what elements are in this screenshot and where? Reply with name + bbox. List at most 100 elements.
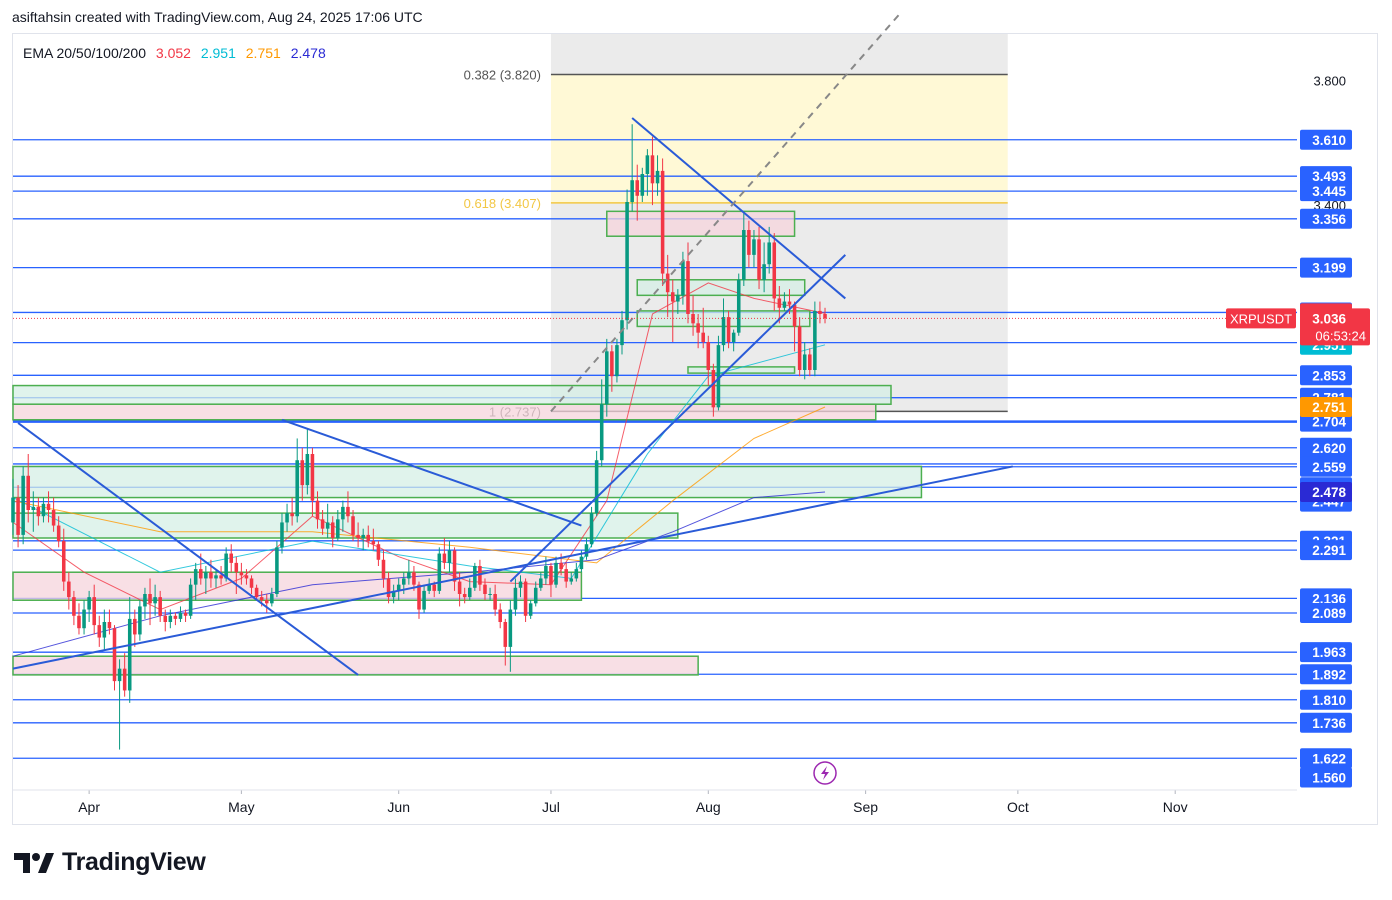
candle-body[interactable] [665, 273, 670, 293]
candle-body[interactable] [148, 594, 152, 604]
candle-body[interactable] [513, 587, 518, 610]
candle-body[interactable] [346, 506, 350, 517]
candle-body[interactable] [376, 544, 381, 560]
candle-body[interactable] [508, 609, 513, 647]
candle-body[interactable] [51, 510, 56, 526]
pink-zone[interactable] [12, 403, 877, 421]
green-zone[interactable] [12, 384, 892, 405]
candle-body[interactable] [442, 553, 447, 563]
candle-body[interactable] [716, 345, 721, 408]
candle-body[interactable] [77, 615, 81, 629]
candle-body[interactable] [320, 519, 325, 529]
candle-body[interactable] [391, 590, 396, 598]
candle-body[interactable] [752, 239, 756, 255]
candle-body[interactable] [417, 584, 421, 610]
candle-body[interactable] [371, 541, 376, 545]
candle-body[interactable] [270, 594, 274, 604]
candle-body[interactable] [599, 404, 604, 461]
candle-body[interactable] [660, 170, 665, 274]
candle-body[interactable] [168, 615, 173, 622]
candle-body[interactable] [549, 566, 553, 585]
candle-body[interactable] [452, 550, 457, 582]
candle-body[interactable] [823, 314, 827, 319]
candle-body[interactable] [102, 622, 107, 638]
candle-body[interactable] [427, 584, 431, 591]
candle-body[interactable] [813, 310, 817, 370]
candle-body[interactable] [655, 170, 660, 184]
candle-body[interactable] [528, 603, 533, 616]
candle-body[interactable] [462, 594, 467, 598]
candle-body[interactable] [625, 202, 629, 321]
candle-body[interactable] [457, 581, 462, 594]
candle-body[interactable] [422, 590, 426, 610]
candle-body[interactable] [36, 506, 41, 517]
candle-body[interactable] [341, 506, 345, 520]
candle-body[interactable] [772, 242, 777, 299]
candle-body[interactable] [539, 578, 543, 588]
candle-body[interactable] [711, 370, 716, 408]
candle-body[interactable] [239, 572, 244, 576]
candle-body[interactable] [163, 615, 168, 622]
candle-body[interactable] [447, 550, 452, 563]
current-price-badge-bg[interactable] [1300, 308, 1370, 346]
candle-body[interactable] [615, 345, 619, 377]
trendlines[interactable] [12, 11, 1013, 676]
candle-body[interactable] [467, 587, 472, 598]
candle-body[interactable] [493, 594, 497, 610]
candle-body[interactable] [209, 572, 213, 579]
candle-body[interactable] [224, 553, 228, 579]
candle-body[interactable] [808, 354, 812, 370]
tradingview-logo[interactable]: TradingView [14, 848, 206, 877]
pink-zone[interactable] [606, 210, 796, 237]
candle-body[interactable] [72, 597, 76, 616]
candle-body[interactable] [26, 475, 31, 510]
candle-body[interactable] [569, 578, 574, 582]
candle-body[interactable] [742, 230, 746, 280]
candle-body[interactable] [229, 553, 234, 563]
candle-body[interactable] [731, 332, 736, 342]
candle-body[interactable] [204, 572, 208, 579]
candle-body[interactable] [310, 454, 315, 501]
candle-body[interactable] [787, 301, 792, 305]
candle-body[interactable] [676, 295, 680, 302]
fib-retracement[interactable]: 0.382 (3.820)0.618 (3.407)1 (2.737) [464, 34, 1008, 419]
trendline[interactable] [281, 418, 582, 527]
candle-body[interactable] [295, 460, 299, 517]
candle-body[interactable] [564, 569, 568, 582]
candle-body[interactable] [366, 534, 371, 542]
candle-body[interactable] [41, 503, 46, 517]
candle-body[interactable] [498, 609, 502, 622]
candle-body[interactable] [610, 351, 614, 377]
candle-body[interactable] [138, 606, 142, 635]
candle-body[interactable] [645, 155, 650, 174]
candle-body[interactable] [518, 581, 523, 588]
candle-body[interactable] [594, 460, 599, 514]
candle-body[interactable] [46, 503, 51, 510]
candle-body[interactable] [153, 597, 157, 604]
candle-body[interactable] [523, 581, 528, 616]
candle-body[interactable] [290, 513, 294, 517]
candle-body[interactable] [670, 292, 675, 302]
candle-body[interactable] [544, 566, 548, 579]
candle-body[interactable] [199, 569, 203, 579]
candle-body[interactable] [757, 239, 761, 280]
candle-body[interactable] [483, 584, 487, 594]
candle-body[interactable] [117, 668, 122, 682]
candle-body[interactable] [67, 581, 71, 598]
candle-body[interactable] [792, 304, 797, 327]
candle-body[interactable] [107, 622, 112, 629]
trendline[interactable] [509, 254, 847, 583]
candle-body[interactable] [31, 506, 36, 510]
candle-body[interactable] [635, 180, 640, 196]
candle-body[interactable] [188, 584, 193, 616]
trendline[interactable] [17, 422, 359, 676]
candle-body[interactable] [82, 609, 86, 629]
candle-body[interactable] [112, 628, 117, 682]
candle-body[interactable] [478, 566, 482, 585]
candle-body[interactable] [574, 569, 579, 579]
candle-body[interactable] [122, 668, 127, 691]
candle-body[interactable] [696, 323, 700, 333]
candle-body[interactable] [767, 242, 771, 265]
candle-body[interactable] [412, 572, 416, 585]
